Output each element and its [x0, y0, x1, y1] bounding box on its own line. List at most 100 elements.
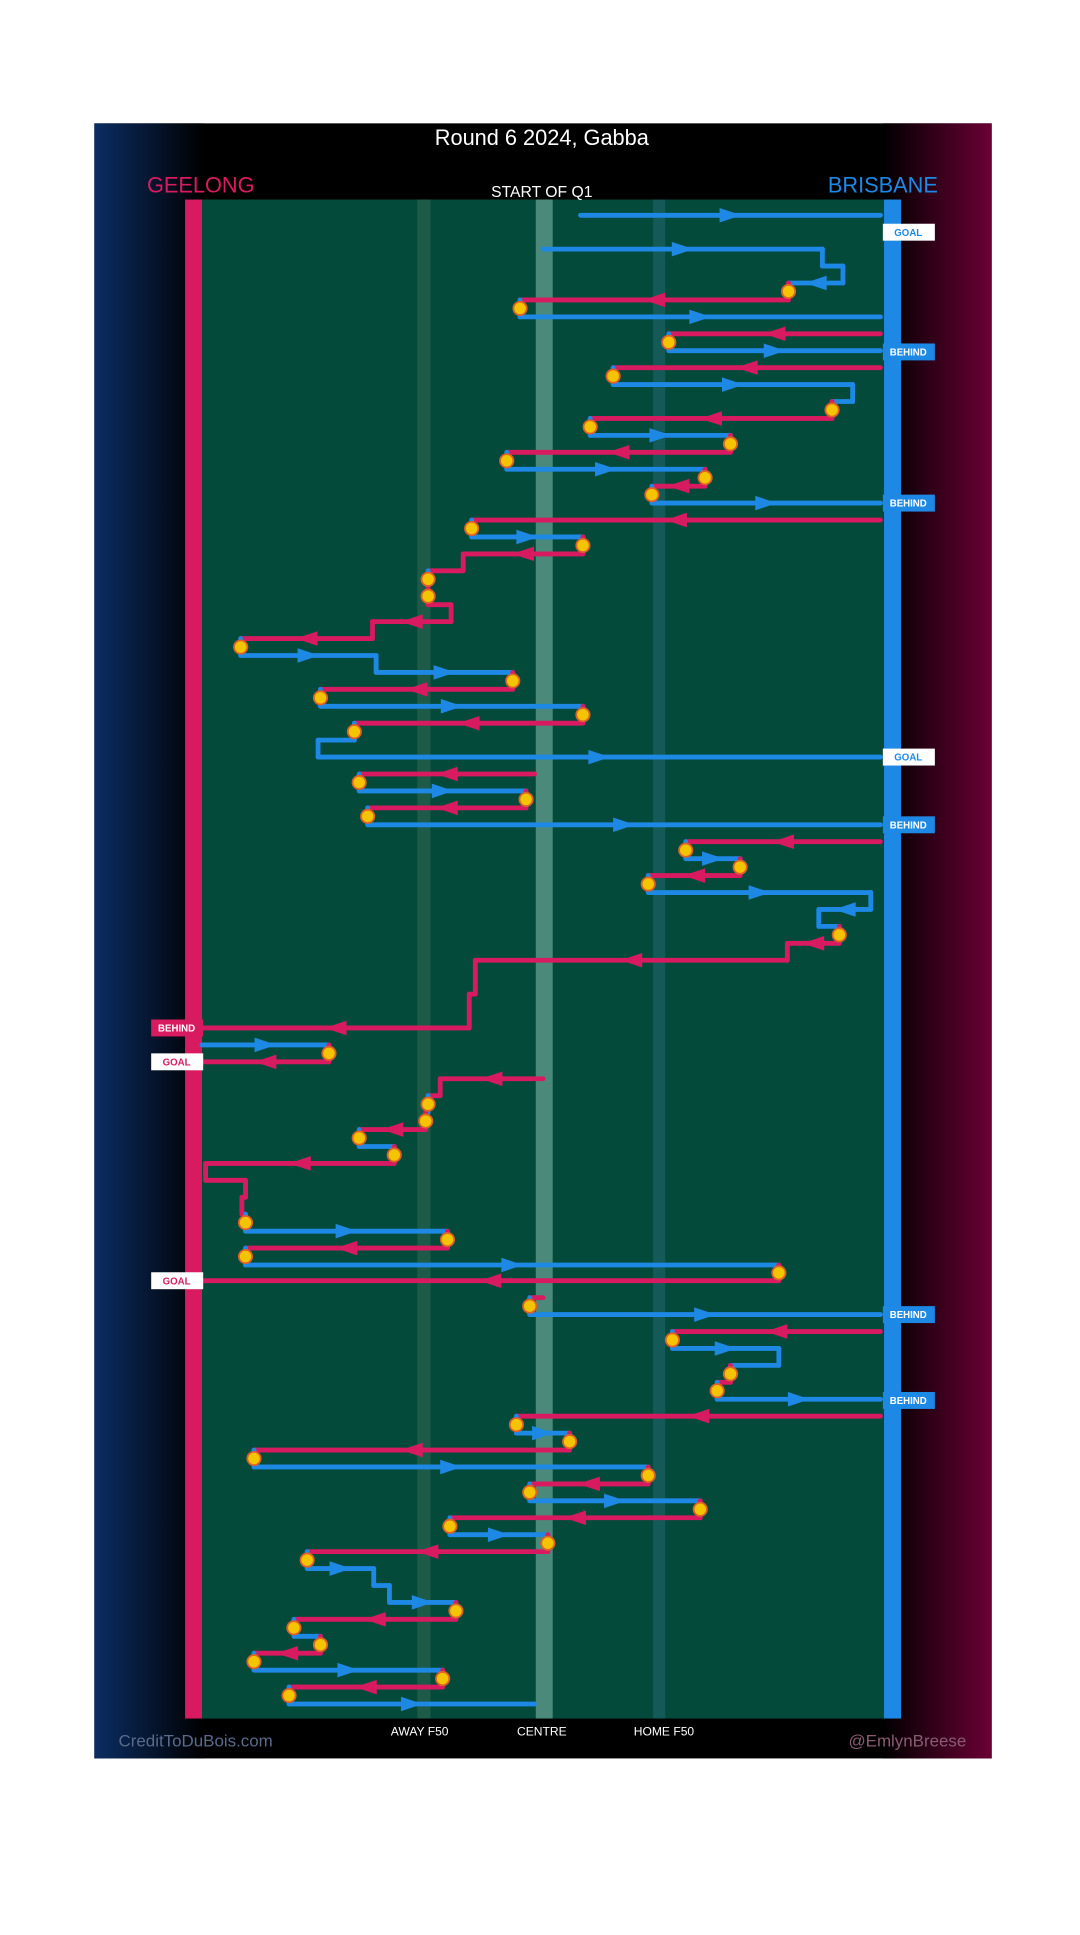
away-f50-stripe	[417, 199, 431, 1719]
turnover	[386, 1147, 402, 1163]
direction-arrow	[254, 1037, 277, 1053]
turnover	[522, 1484, 538, 1500]
direction-arrow	[595, 461, 617, 477]
direction-arrow	[295, 631, 318, 646]
turnover	[448, 1603, 464, 1619]
direction-arrow	[665, 512, 687, 528]
zone-label: CENTRE	[517, 1724, 567, 1738]
turnover	[299, 1552, 315, 1568]
direction-arrow	[833, 902, 856, 917]
direction-arrow	[765, 1324, 788, 1339]
credit: @EmlynBreese	[848, 1731, 966, 1750]
direction-arrow	[405, 682, 428, 697]
direction-arrow	[254, 1054, 277, 1070]
direction-arrow	[329, 1561, 352, 1576]
direction-arrow	[802, 936, 825, 951]
direction-arrow	[440, 1459, 462, 1475]
direction-arrow	[297, 648, 320, 663]
chains	[199, 208, 883, 1712]
turnover	[321, 1045, 337, 1061]
turnover	[824, 402, 840, 418]
turnover	[562, 1434, 578, 1450]
turnover	[346, 724, 362, 740]
direction-arrow	[335, 1240, 358, 1256]
direction-arrow	[416, 1544, 439, 1559]
direction-arrow	[440, 699, 463, 714]
direction-arrow	[564, 1510, 586, 1526]
turnover	[697, 470, 713, 486]
direction-arrow	[435, 800, 458, 816]
turnover	[237, 1248, 254, 1265]
turnover	[518, 791, 534, 807]
score-label: BEHIND	[890, 820, 927, 831]
score-label: BEHIND	[890, 1310, 927, 1321]
direction-arrow	[512, 546, 534, 562]
score-label: GOAL	[894, 228, 922, 239]
direction-arrow	[804, 275, 827, 291]
direction-arrow	[364, 1612, 386, 1627]
turnover	[237, 1215, 254, 1231]
direction-arrow	[671, 241, 694, 257]
turnover	[281, 1687, 297, 1704]
direction-arrow	[337, 1662, 360, 1678]
direction-arrow	[772, 834, 794, 849]
turnover	[575, 537, 591, 553]
direction-arrow	[588, 749, 611, 765]
direction-arrow	[700, 411, 723, 426]
turnover	[246, 1654, 262, 1670]
score-box	[882, 1391, 935, 1409]
turnover	[512, 300, 528, 316]
turnover	[640, 1467, 656, 1483]
direction-arrow	[411, 1595, 434, 1610]
direction-arrow	[516, 529, 539, 545]
direction-arrow	[381, 1122, 404, 1137]
score-box	[882, 223, 935, 241]
turnover	[709, 1383, 725, 1399]
direction-arrow	[480, 1071, 503, 1087]
turnover	[499, 453, 515, 469]
score-box	[151, 1272, 204, 1290]
score-box	[882, 748, 935, 766]
turnover	[351, 1130, 367, 1146]
turnover	[418, 1113, 434, 1129]
turnover	[732, 859, 748, 875]
direction-arrow	[667, 478, 690, 494]
credit: CreditToDuBois.com	[119, 1731, 273, 1750]
turnover	[661, 334, 677, 350]
direction-arrow	[694, 1307, 716, 1322]
score-label: BEHIND	[158, 1024, 195, 1035]
direction-arrow	[276, 1645, 299, 1661]
direction-arrow	[620, 952, 643, 968]
direction-arrow	[719, 208, 742, 223]
direction-arrow	[435, 766, 458, 782]
direction-arrow	[722, 377, 744, 392]
direction-arrow	[787, 1391, 810, 1407]
turnover	[722, 436, 739, 452]
direction-arrow	[400, 1696, 423, 1712]
turnover	[442, 1518, 458, 1534]
team-left: GEELONG	[147, 172, 255, 197]
score-box	[151, 1053, 204, 1071]
direction-arrow	[324, 1020, 347, 1036]
direction-arrow	[748, 885, 771, 900]
turnover	[246, 1450, 262, 1467]
direction-arrow	[613, 817, 635, 833]
direction-arrow	[400, 614, 423, 629]
direction-arrow	[532, 1425, 554, 1441]
turnover	[780, 283, 797, 300]
direction-arrow	[714, 1341, 737, 1356]
score-box	[882, 343, 935, 361]
direction-arrow	[479, 1273, 502, 1288]
direction-arrow	[431, 783, 454, 799]
direction-arrow	[607, 445, 630, 460]
direction-arrow	[433, 665, 456, 680]
direction-arrow	[604, 1493, 626, 1509]
turnover	[771, 1265, 787, 1281]
direction-arrow	[457, 715, 480, 731]
direction-arrow	[763, 326, 786, 342]
turnover	[464, 520, 480, 537]
direction-arrow	[735, 360, 758, 375]
turnover	[640, 876, 656, 892]
turnover	[312, 1637, 329, 1653]
score-labels: GOAL BEHIND BEHIND GOAL BEHIND BEHIND BEHIND BE…	[151, 223, 935, 1409]
